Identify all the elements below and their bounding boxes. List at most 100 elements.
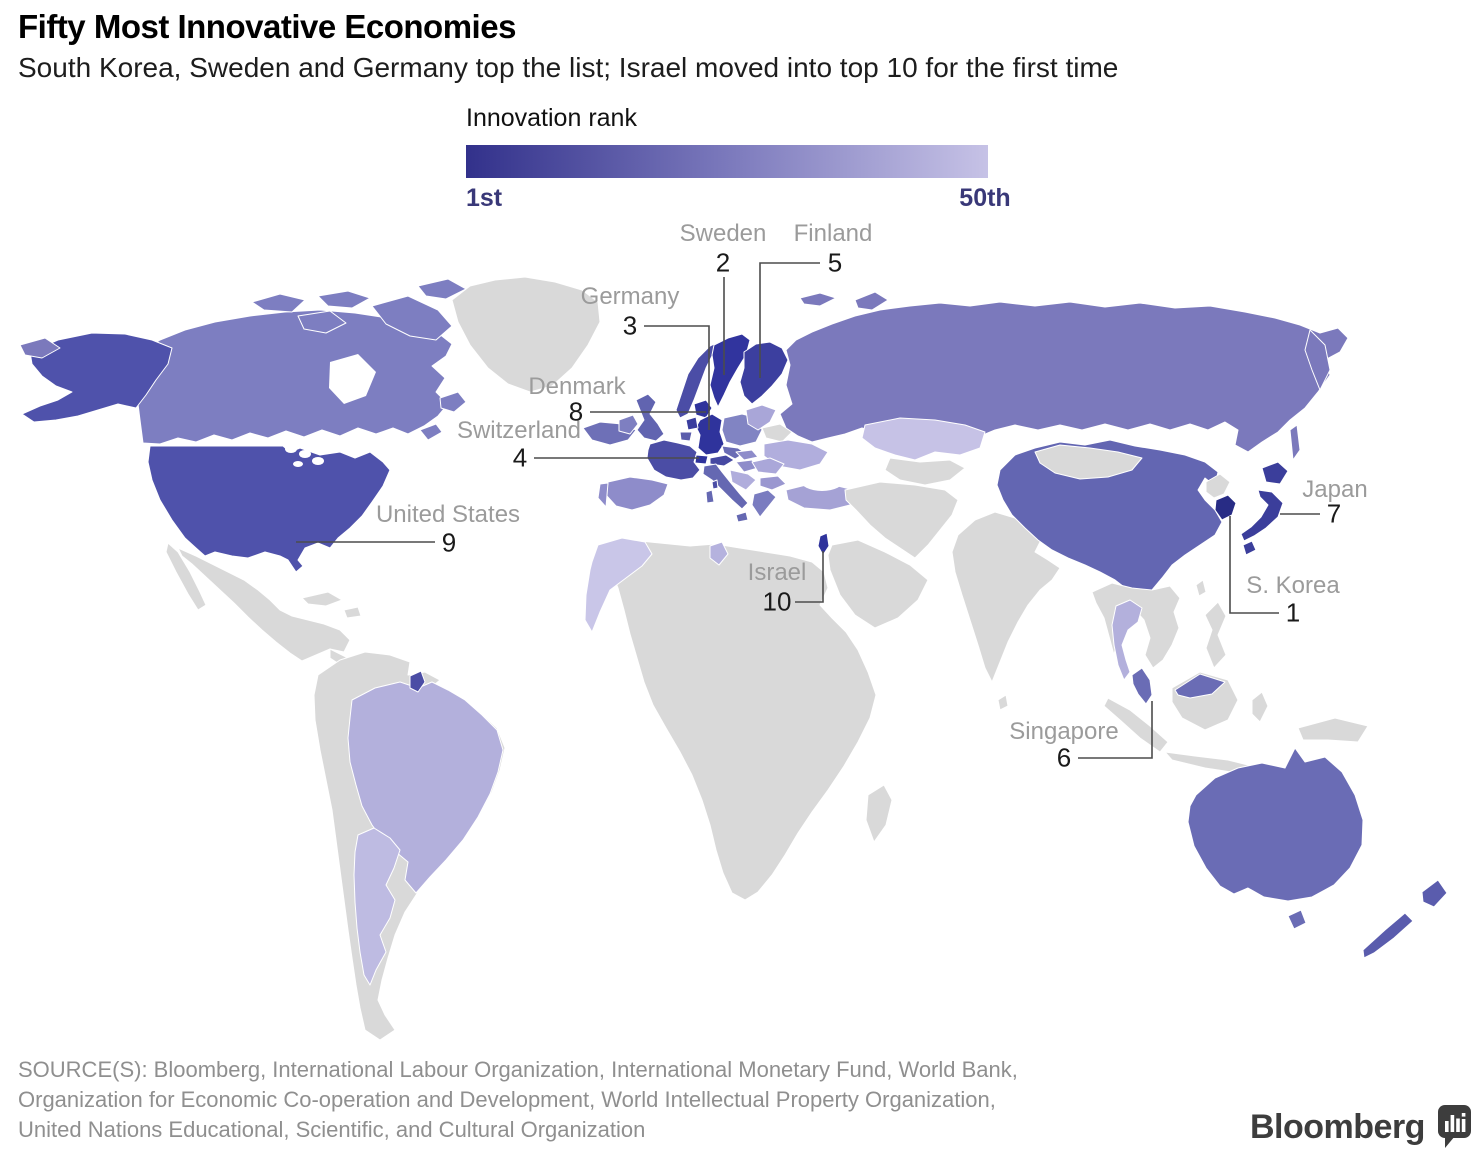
country-greenland [451, 276, 601, 393]
russia-kamchatka [1304, 329, 1331, 391]
country-switzerland [694, 454, 709, 465]
country-canada [136, 309, 453, 445]
country-greece [751, 489, 777, 518]
arabia [827, 539, 929, 629]
country-malaysia [1131, 667, 1153, 705]
annotation-denmark-rank: 8 [568, 396, 584, 427]
country-ireland [618, 414, 639, 435]
leader-israel [795, 551, 824, 603]
country-us-alaska [21, 332, 173, 423]
hispaniola [343, 606, 362, 619]
nz-south-island [1362, 912, 1414, 959]
great-lake-3 [312, 457, 324, 465]
country-balkans [729, 469, 757, 491]
sulawesi [1251, 691, 1269, 723]
philippines [1204, 601, 1227, 669]
sri-lanka [997, 694, 1009, 711]
country-france [646, 439, 701, 481]
country-belarus [761, 423, 793, 443]
great-lake-2 [299, 450, 311, 458]
country-canada-baffin [371, 295, 453, 341]
country-tunisia [709, 541, 729, 566]
great-lake-1 [285, 445, 297, 453]
taiwan [1195, 579, 1207, 597]
country-mongolia [1034, 444, 1143, 480]
annotation-japan-name: Japan [1302, 476, 1368, 503]
country-spain [605, 476, 669, 511]
italy-sardinia [705, 489, 715, 504]
country-china [996, 439, 1223, 598]
source-text: SOURCE(S): Bloomberg, International Labo… [18, 1055, 1018, 1145]
indochina [1091, 582, 1181, 669]
annotation-singapore-rank: 6 [1056, 742, 1072, 773]
country-australia [1187, 747, 1364, 902]
legend-max-label: 50th [959, 184, 1011, 212]
annotation-switzerland-rank: 4 [512, 442, 528, 473]
source-line-3: United Nations Educational, Scientific, … [18, 1117, 646, 1142]
country-belgium [679, 431, 693, 442]
leader-finland [759, 262, 820, 378]
annotation-switzerland-name: Switzerland [456, 417, 582, 444]
country-italy [702, 463, 749, 510]
annotation-us-name: United States [375, 501, 521, 528]
page-title: Fifty Most Innovative Economies [18, 8, 516, 45]
country-baltics [745, 404, 777, 431]
bloomberg-logo: Bloomberg [1250, 1108, 1425, 1146]
country-canada-arctic-1 [251, 293, 306, 313]
country-sweden [709, 333, 751, 408]
annotation-israel-name: Israel [747, 559, 807, 586]
nz-north-island [1421, 879, 1448, 908]
annotation-singapore-name: Singapore [1009, 718, 1119, 745]
annotation-skorea-name: S. Korea [1246, 572, 1340, 599]
country-thailand [1111, 599, 1143, 681]
central-asia [884, 457, 966, 486]
legend-min-label: 1st [466, 184, 503, 212]
leader-singapore [1078, 701, 1153, 759]
russia-sakhalin [1289, 424, 1301, 461]
country-mexico [177, 547, 351, 662]
japan-kyushu [1242, 540, 1257, 556]
country-canada-newfoundland [439, 391, 467, 413]
country-canada-ellesmere [417, 278, 467, 300]
source-line-1: SOURCE(S): Bloomberg, International Labo… [18, 1057, 1018, 1082]
country-united-states [147, 445, 391, 573]
japan-honshu [1240, 489, 1284, 542]
country-argentina [353, 827, 401, 986]
country-israel [817, 532, 830, 556]
annotation-finland-name: Finland [793, 220, 873, 247]
mexico-baja [165, 542, 207, 611]
country-bulgaria [759, 475, 787, 491]
country-canada-novascotia [419, 423, 443, 441]
japan-hokkaido [1261, 461, 1289, 485]
north-korea [1205, 473, 1231, 499]
madagascar [865, 784, 893, 843]
country-kazakhstan [861, 417, 986, 461]
cuba [301, 591, 343, 607]
italy-sicily [735, 511, 749, 523]
bloomberg-icon [1438, 1105, 1471, 1148]
annotation-denmark-name: Denmark [528, 373, 626, 400]
legend-title: Innovation rank [466, 104, 637, 132]
africa-base [599, 539, 877, 901]
country-germany [695, 413, 725, 456]
novaya-zemlya [854, 291, 889, 311]
page-subtitle: South Korea, Sweden and Germany top the … [18, 52, 1119, 83]
country-netherlands [685, 416, 699, 431]
country-canada-arctic-2 [317, 290, 371, 309]
russia-chukotka [19, 337, 61, 359]
source-line-2: Organization for Economic Co-operation a… [18, 1087, 996, 1112]
papua-new-guinea [1297, 717, 1369, 743]
annotation-skorea-rank: 1 [1285, 597, 1301, 628]
annotation-us-rank: 9 [441, 527, 457, 558]
leader-germany [644, 325, 710, 430]
leader-south-korea [1229, 516, 1279, 614]
annotation-sweden-name: Sweden [679, 220, 767, 247]
malaysia-borneo [1174, 673, 1226, 699]
country-morocco [584, 537, 653, 633]
country-south-korea [1214, 494, 1237, 521]
middle-east [844, 481, 959, 559]
svalbard [799, 292, 837, 307]
annotation-germany-rank: 3 [622, 310, 638, 341]
